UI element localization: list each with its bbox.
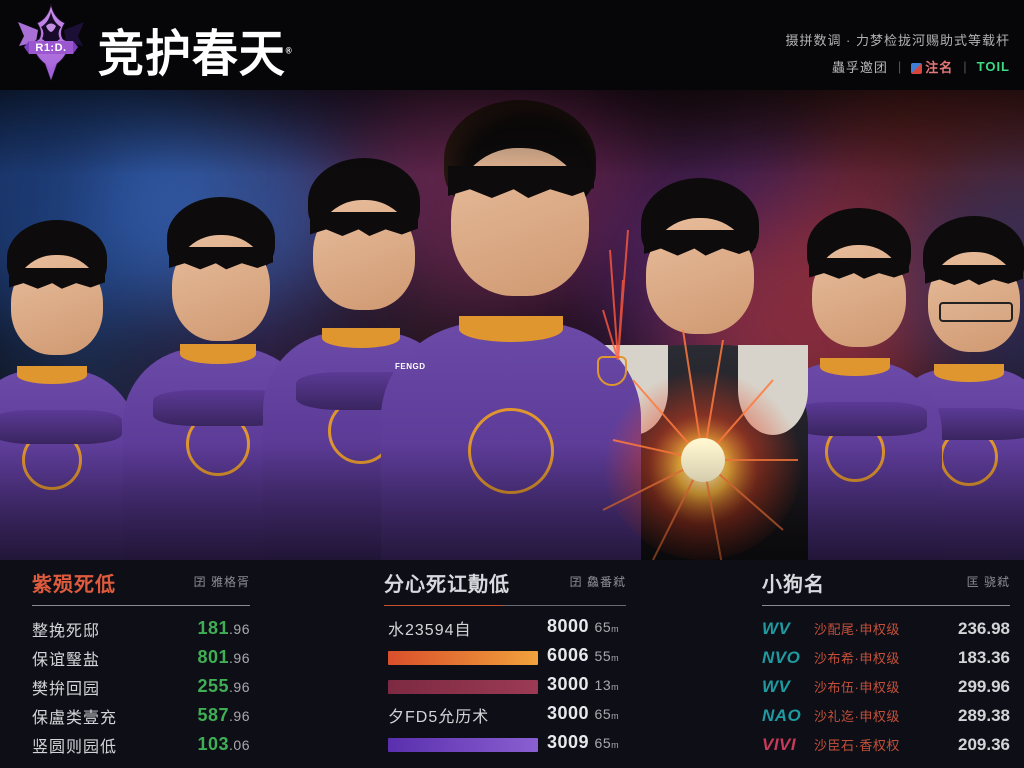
svg-text:R1:D.: R1:D. [35, 42, 66, 54]
